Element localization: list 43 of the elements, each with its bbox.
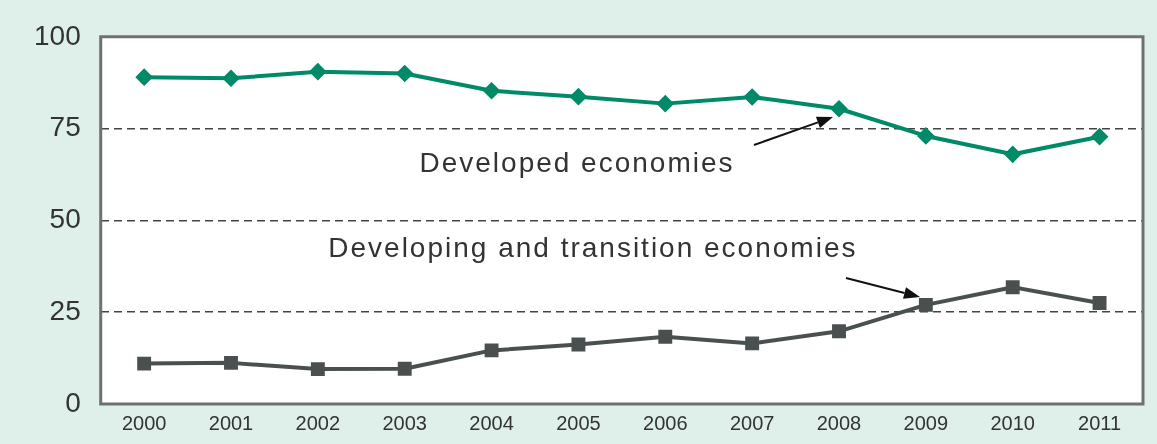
point	[745, 336, 760, 351]
point	[832, 324, 846, 339]
point	[309, 63, 326, 80]
point	[657, 95, 674, 112]
annotation: Developed economies	[419, 147, 735, 179]
y-tick-label: 0	[65, 386, 81, 418]
point	[744, 89, 761, 106]
point	[484, 343, 499, 358]
point	[1005, 280, 1020, 295]
x-tick-label: 2009	[903, 411, 949, 434]
x-tick-label: 2008	[816, 411, 862, 434]
x-tick-label: 2006	[643, 411, 688, 434]
point	[224, 355, 238, 370]
point	[917, 127, 934, 144]
y-tick-label: 75	[49, 111, 81, 143]
point	[223, 70, 239, 87]
x-tick-label: 2004	[469, 411, 514, 434]
point	[658, 329, 673, 344]
point	[137, 356, 152, 371]
annotation: Developing and transition economies	[328, 231, 858, 263]
x-tick-label: 2007	[729, 411, 775, 434]
x-tick-label: 2000	[121, 411, 167, 434]
point	[831, 100, 847, 117]
point	[397, 361, 412, 376]
point	[136, 69, 153, 86]
point	[396, 65, 413, 82]
x-tick-label: 2011	[1078, 411, 1122, 434]
x-tick-label: 2010	[990, 411, 1035, 434]
point	[1092, 296, 1107, 310]
x-tick-label: 2001	[208, 411, 254, 434]
point	[918, 297, 933, 312]
x-tick-label: 2003	[382, 411, 427, 434]
point	[1004, 146, 1021, 163]
point	[1091, 128, 1108, 145]
y-tick-label: 25	[49, 294, 81, 326]
x-tick-label: 2002	[295, 411, 341, 434]
point	[571, 337, 586, 352]
y-tick-label: 100	[34, 19, 81, 51]
x-tick-label: 2005	[556, 411, 601, 434]
y-tick-label: 50	[49, 203, 81, 235]
point	[483, 82, 500, 99]
point	[310, 362, 325, 377]
point	[570, 88, 587, 105]
